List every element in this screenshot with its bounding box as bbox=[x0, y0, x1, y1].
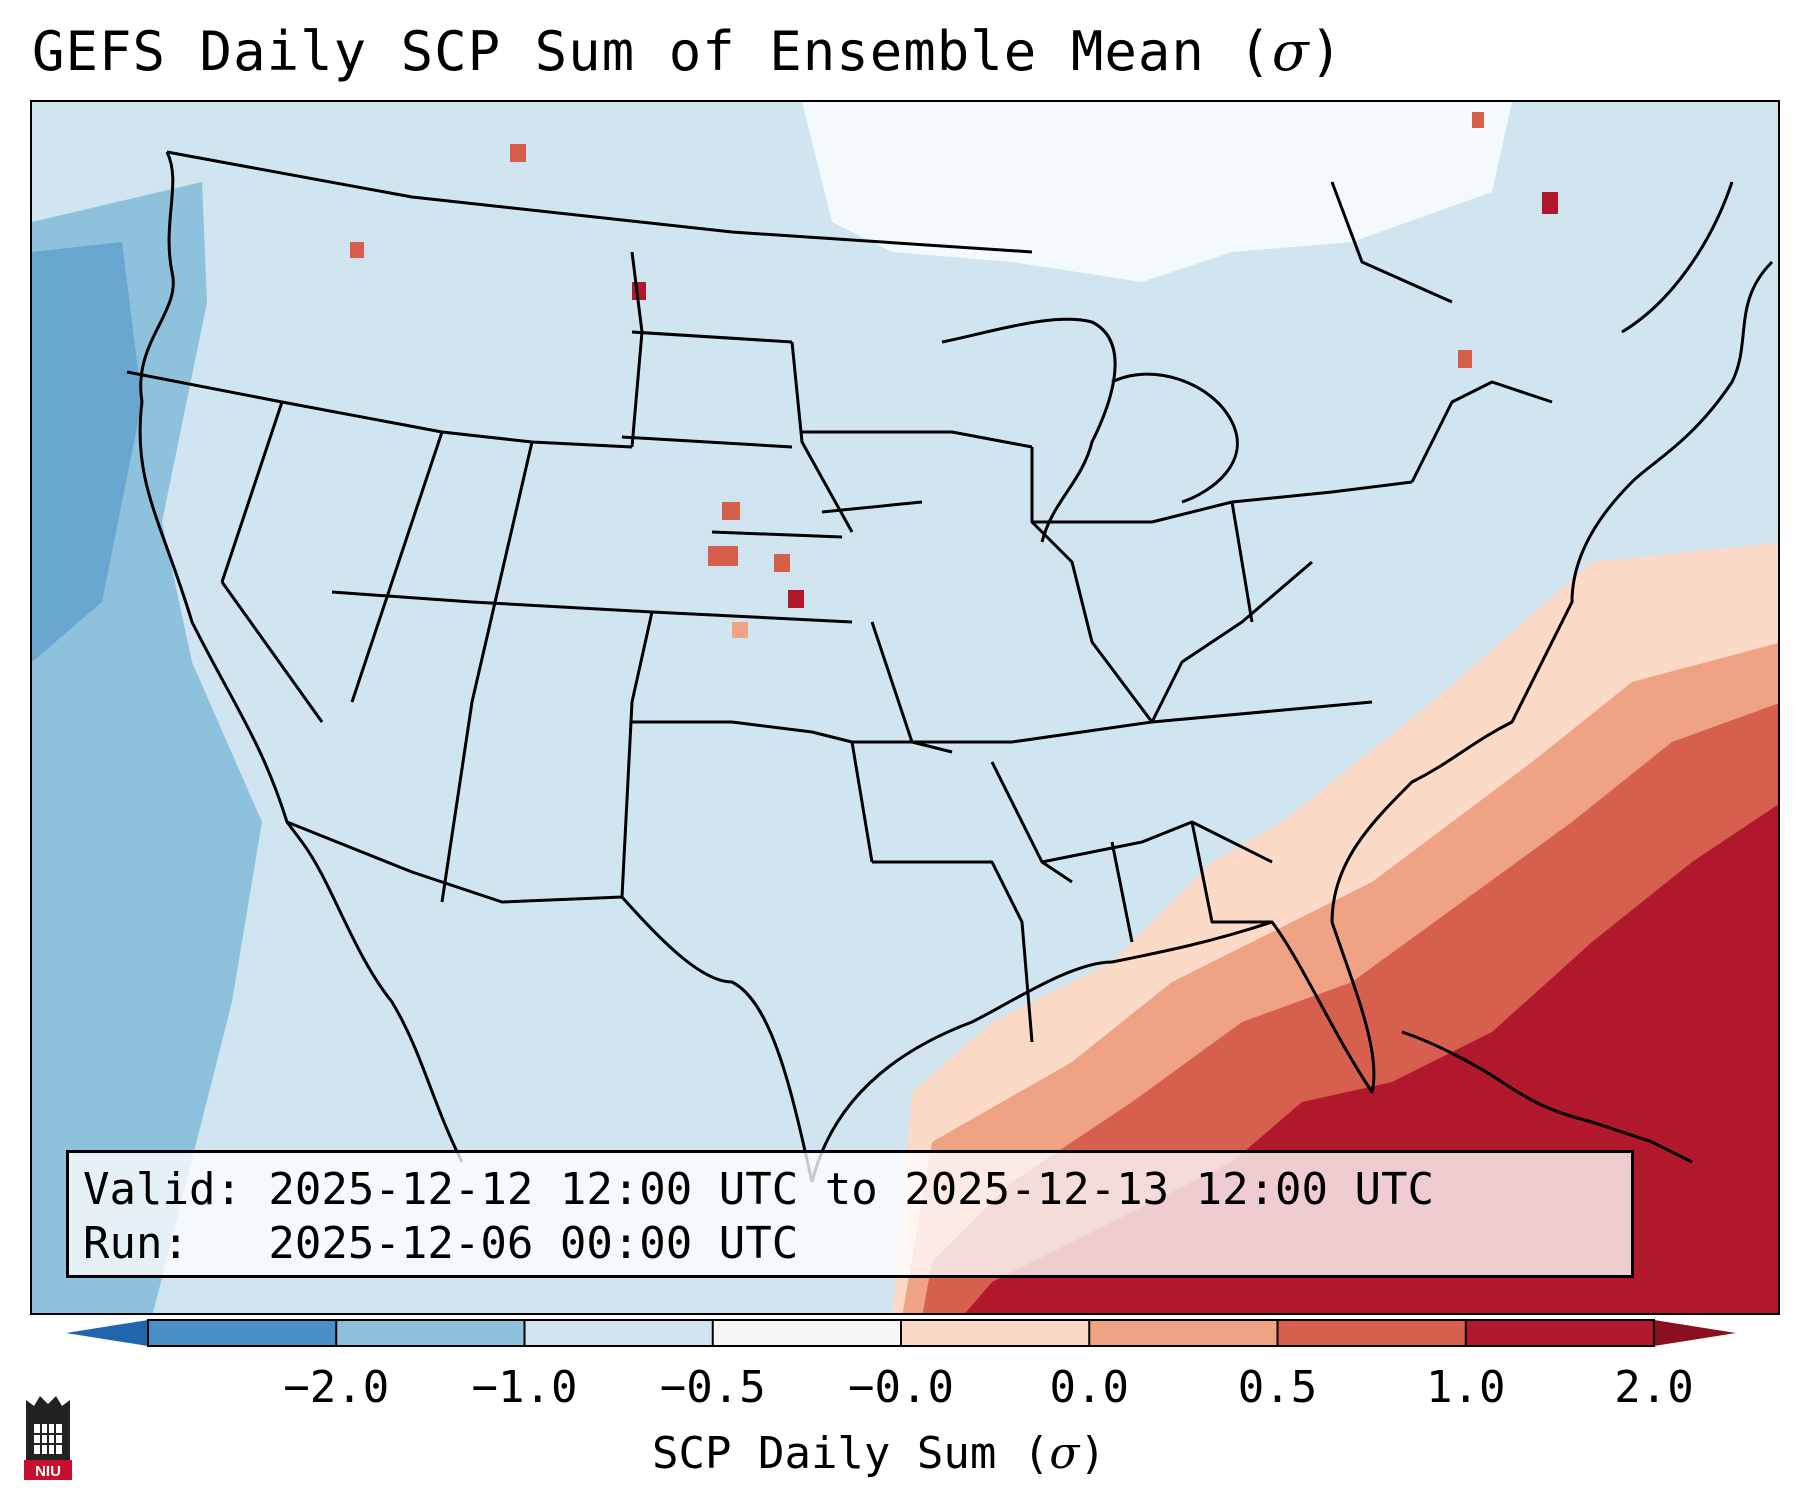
boundaries bbox=[126, 150, 1774, 1183]
colorbar-over-arrow bbox=[1654, 1320, 1736, 1346]
colorbar-tick-label: 0.0 bbox=[1049, 1362, 1129, 1413]
colorbar-bin bbox=[901, 1320, 1090, 1346]
colorbar-bin bbox=[712, 1320, 902, 1346]
niu-logo: NIU bbox=[24, 1396, 72, 1480]
great-lakes-region bbox=[941, 317, 1117, 543]
svg-text:NIU: NIU bbox=[35, 1463, 61, 1480]
colorbar-bin bbox=[336, 1320, 525, 1346]
field-canada-white bbox=[802, 102, 1512, 282]
colorbar bbox=[66, 1319, 1736, 1347]
colorbar-bin bbox=[1277, 1320, 1467, 1346]
colorbar-tick-label: −2.0 bbox=[283, 1362, 390, 1413]
colorbar-tick-label: 0.5 bbox=[1237, 1362, 1318, 1413]
caribbean-outlines bbox=[1401, 1030, 1693, 1164]
colorbar-tick-label: −1.0 bbox=[471, 1362, 578, 1413]
colorbar-under-arrow bbox=[66, 1320, 148, 1346]
colorbar-bin bbox=[148, 1320, 337, 1346]
field-pacific-lowest bbox=[32, 242, 142, 662]
valid-run-info-box: Valid: 2025-12-12 12:00 UTC to 2025-12-1… bbox=[66, 1150, 1634, 1278]
valid-time-text: Valid: 2025-12-12 12:00 UTC to 2025-12-1… bbox=[83, 1164, 1435, 1215]
scp-map bbox=[32, 102, 1778, 1313]
map-title: GEFS Daily SCP Sum of Ensemble Mean (σ) bbox=[32, 20, 1344, 83]
us-canada-border bbox=[166, 150, 1033, 254]
colorbar-tick-label: −0.5 bbox=[659, 1362, 766, 1413]
run-time-text: Run: 2025-12-06 00:00 UTC bbox=[83, 1218, 799, 1269]
colorbar-tick-label: −0.0 bbox=[848, 1362, 954, 1413]
colorbar-bin bbox=[524, 1320, 714, 1346]
map-panel bbox=[30, 100, 1780, 1315]
plains-positive-cells bbox=[350, 112, 1558, 638]
colorbar-bin bbox=[1465, 1320, 1655, 1346]
colorbar-bin bbox=[1089, 1320, 1278, 1346]
colorbar-tick-label: 1.0 bbox=[1426, 1362, 1506, 1413]
colorbar-tick-label: 2.0 bbox=[1614, 1362, 1694, 1413]
